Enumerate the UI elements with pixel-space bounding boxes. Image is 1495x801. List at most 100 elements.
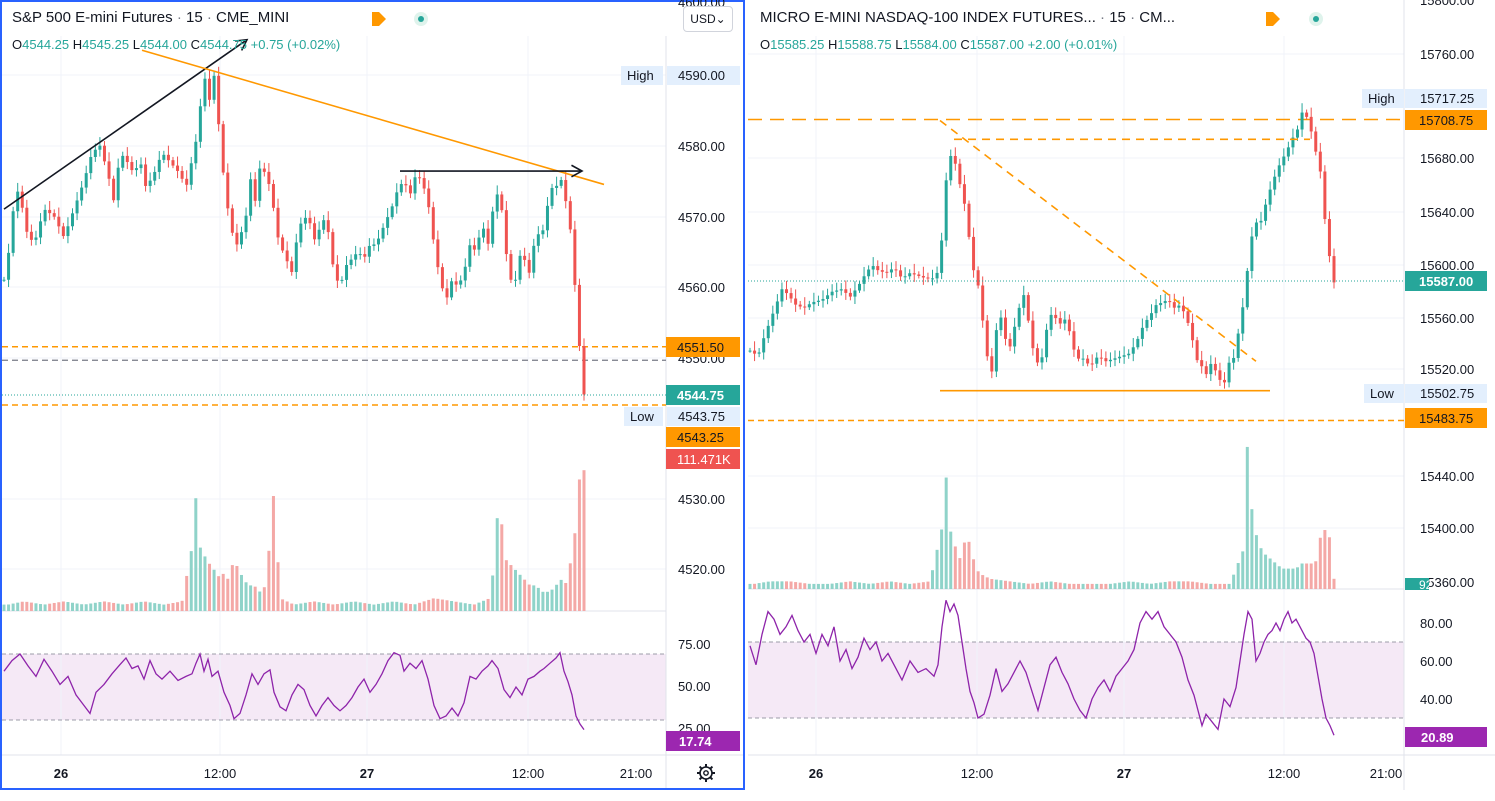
candle-body <box>1332 256 1336 283</box>
currency-selector[interactable]: USD⌄ <box>683 6 733 32</box>
candle-body <box>1264 204 1268 221</box>
candle-body <box>390 206 394 218</box>
candle-body <box>75 200 79 214</box>
left-title-sep: · <box>176 9 186 26</box>
volume-bar <box>1045 581 1049 589</box>
volume-bar <box>180 600 184 611</box>
volume-bar <box>1318 537 1322 589</box>
volume-bar <box>427 599 431 611</box>
right-low-value-box <box>1405 384 1487 403</box>
candle-body <box>162 154 166 160</box>
left-flag-icon[interactable] <box>372 12 386 26</box>
candle-body <box>926 277 930 279</box>
candle-body <box>1277 165 1281 177</box>
right-flag-icon[interactable] <box>1266 12 1280 26</box>
candle-body <box>1259 220 1263 223</box>
volume-bar <box>1049 581 1053 589</box>
candle-body <box>1241 307 1245 334</box>
candle-body <box>858 283 861 291</box>
volume-bar <box>545 591 549 611</box>
volume-bar <box>395 601 399 611</box>
right-exchange: CM... <box>1139 9 1176 26</box>
volume-bar <box>404 603 408 611</box>
volume-bar <box>317 602 321 611</box>
candle-body <box>43 209 47 222</box>
candle-body <box>573 229 577 285</box>
left-tag-box <box>666 337 740 357</box>
volume-bar <box>267 550 271 611</box>
candle-body <box>1072 331 1076 350</box>
candle-body <box>418 177 422 179</box>
volume-bar <box>564 582 568 611</box>
candle-body <box>25 207 29 232</box>
left-market-status-icon[interactable] <box>414 12 428 26</box>
right-price-grid <box>748 36 1404 755</box>
candle-body <box>899 270 903 277</box>
candle-body <box>862 276 866 284</box>
left-high: 4545.25 <box>82 37 130 52</box>
volume-bar <box>482 600 486 611</box>
volume-bar <box>477 602 481 611</box>
candle-body <box>1300 112 1304 130</box>
right-time-tick: 21:00 <box>1370 766 1403 781</box>
candle-body <box>953 155 957 164</box>
volume-bar <box>125 604 129 611</box>
volume-bar <box>1127 581 1131 589</box>
left-axis-tick: 4600.00 <box>678 0 725 10</box>
volume-bar <box>958 558 962 589</box>
candle-body <box>157 159 161 172</box>
volume-bar <box>1250 509 1254 589</box>
candle-body <box>71 213 75 227</box>
volume-bar <box>1332 578 1336 589</box>
left-low-label: Low <box>630 409 654 424</box>
candle-body <box>326 220 330 233</box>
candle-body <box>976 270 980 286</box>
candle-body <box>171 160 175 166</box>
candle-body <box>949 155 953 181</box>
volume-bar <box>93 602 97 611</box>
candle-body <box>1077 349 1080 359</box>
volume-bar <box>194 498 198 611</box>
right-axis-tick: 15360.00 <box>1420 575 1474 590</box>
volume-bar <box>903 583 907 589</box>
candle-body <box>235 232 239 245</box>
volume-bar <box>176 602 180 611</box>
candle-body <box>463 266 467 281</box>
volume-bar <box>345 602 349 611</box>
right-time-tick: 26 <box>809 766 823 781</box>
candle-body <box>185 178 189 185</box>
candle-body <box>317 229 321 240</box>
left-close: 4544.75 <box>200 37 248 52</box>
candle-body <box>450 281 454 298</box>
candle-body <box>486 228 490 244</box>
candle-body <box>1063 319 1067 324</box>
candle-body <box>125 155 129 163</box>
right-symbol-title[interactable]: MICRO E-MINI NASDAQ-100 INDEX FUTURES...… <box>760 9 1175 26</box>
volume-bar <box>794 582 798 589</box>
candle-body <box>48 209 52 214</box>
left-exchange: CME_MINI <box>216 9 290 26</box>
volume-bar <box>889 581 893 589</box>
volume-bar <box>757 583 761 589</box>
volume-bar <box>867 583 871 589</box>
right-tag-box <box>1405 110 1487 130</box>
candle-body <box>271 184 275 208</box>
right-market-status-icon[interactable] <box>1309 12 1323 26</box>
left-candles <box>2 66 586 401</box>
candle-body <box>166 154 170 161</box>
candle-body <box>290 261 294 273</box>
candle-body <box>367 245 371 257</box>
volume-bar <box>1140 582 1144 589</box>
settings-gear-icon[interactable] <box>697 764 715 782</box>
candle-body <box>1026 295 1030 321</box>
left-symbol-title[interactable]: S&P 500 E-mini Futures · 15 · CME_MINI <box>12 9 289 26</box>
volume-bar <box>372 604 376 611</box>
volume-bar <box>1200 582 1204 589</box>
candle-body <box>1008 338 1012 347</box>
candle-body <box>404 184 408 186</box>
volume-bar <box>212 569 216 611</box>
volume-bar <box>1300 563 1304 589</box>
candle-body <box>757 352 761 354</box>
candle-body <box>931 278 934 280</box>
